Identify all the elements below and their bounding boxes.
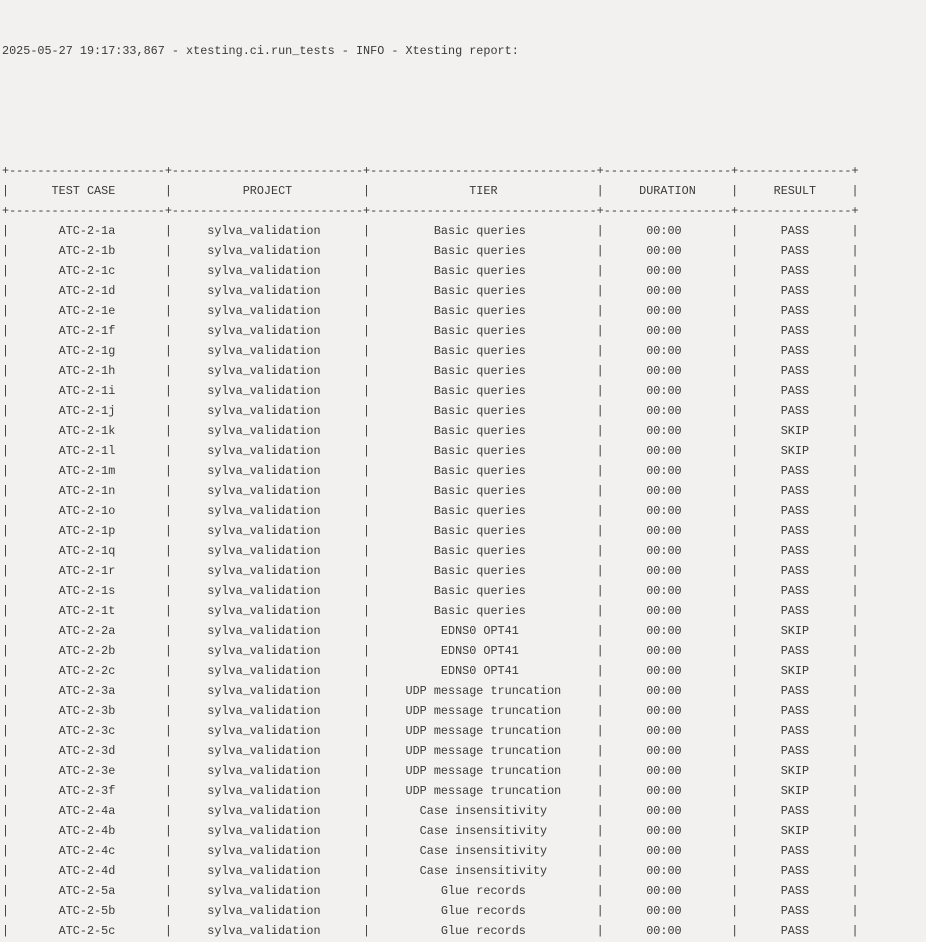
table-row: | ATC-2-1s | sylva_validation | Basic qu… [2,584,859,598]
table-row: | ATC-2-1d | sylva_validation | Basic qu… [2,284,859,298]
table-row: | ATC-2-2c | sylva_validation | EDNS0 OP… [2,664,859,678]
table-row: | ATC-2-1h | sylva_validation | Basic qu… [2,364,859,378]
table-row: | ATC-2-2a | sylva_validation | EDNS0 OP… [2,624,859,638]
table-row: | ATC-2-2b | sylva_validation | EDNS0 OP… [2,644,859,658]
table-border-top: +----------------------+----------------… [2,164,859,178]
table-row: | ATC-2-3f | sylva_validation | UDP mess… [2,784,859,798]
table-row: | ATC-2-5c | sylva_validation | Glue rec… [2,924,859,938]
table-row: | ATC-2-3c | sylva_validation | UDP mess… [2,724,859,738]
table-row: | ATC-2-4c | sylva_validation | Case ins… [2,844,859,858]
table-row: | ATC-2-1n | sylva_validation | Basic qu… [2,484,859,498]
blank-line [2,101,926,121]
table-row: | ATC-2-1f | sylva_validation | Basic qu… [2,324,859,338]
xtesting-report-table: +----------------------+----------------… [2,161,926,942]
table-row: | ATC-2-3b | sylva_validation | UDP mess… [2,704,859,718]
table-row: | ATC-2-1i | sylva_validation | Basic qu… [2,384,859,398]
table-row: | ATC-2-1t | sylva_validation | Basic qu… [2,604,859,618]
table-row: | ATC-2-5a | sylva_validation | Glue rec… [2,884,859,898]
table-row: | ATC-2-4b | sylva_validation | Case ins… [2,824,859,838]
table-row: | ATC-2-1g | sylva_validation | Basic qu… [2,344,859,358]
table-border-header: +----------------------+----------------… [2,204,859,218]
table-row: | ATC-2-3a | sylva_validation | UDP mess… [2,684,859,698]
table-row: | ATC-2-1p | sylva_validation | Basic qu… [2,524,859,538]
table-row: | ATC-2-1r | sylva_validation | Basic qu… [2,564,859,578]
table-row: | ATC-2-4d | sylva_validation | Case ins… [2,864,859,878]
table-row: | ATC-2-4a | sylva_validation | Case ins… [2,804,859,818]
table-row: | ATC-2-5b | sylva_validation | Glue rec… [2,904,859,918]
table-row: | ATC-2-1o | sylva_validation | Basic qu… [2,504,859,518]
table-row: | ATC-2-1l | sylva_validation | Basic qu… [2,444,859,458]
log-line-xtesting-report: 2025-05-27 19:17:33,867 - xtesting.ci.ru… [2,44,519,58]
table-row: | ATC-2-1k | sylva_validation | Basic qu… [2,424,859,438]
table-row: | ATC-2-1c | sylva_validation | Basic qu… [2,264,859,278]
table-row: | ATC-2-1j | sylva_validation | Basic qu… [2,404,859,418]
table-row: | ATC-2-3d | sylva_validation | UDP mess… [2,744,859,758]
table-row: | ATC-2-1a | sylva_validation | Basic qu… [2,224,859,238]
table-row: | ATC-2-1m | sylva_validation | Basic qu… [2,464,859,478]
table-header-row: | TEST CASE | PROJECT | TIER | DURATION … [2,184,859,198]
table-row: | ATC-2-1b | sylva_validation | Basic qu… [2,244,859,258]
table-row: | ATC-2-1q | sylva_validation | Basic qu… [2,544,859,558]
table-row: | ATC-2-1e | sylva_validation | Basic qu… [2,304,859,318]
table-row: | ATC-2-3e | sylva_validation | UDP mess… [2,764,859,778]
